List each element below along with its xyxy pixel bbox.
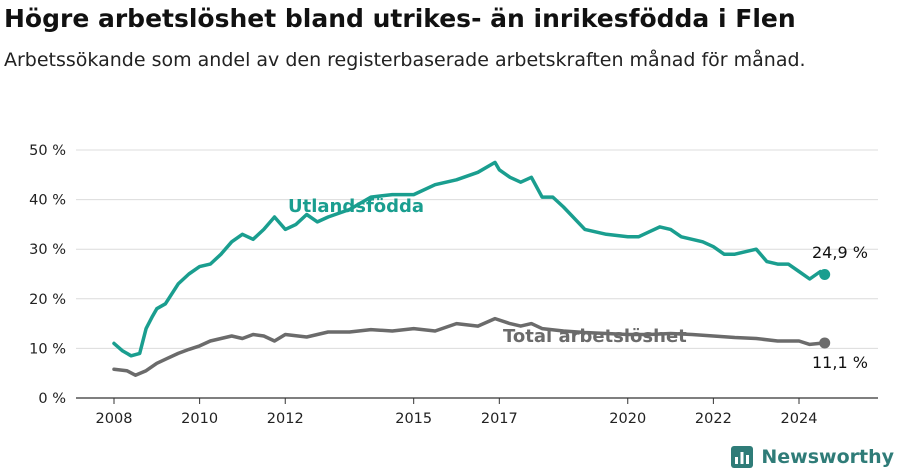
- brand-logo: Newsworthy: [731, 446, 894, 468]
- x-tick-label: 2022: [695, 411, 732, 427]
- y-tick-label: 30 %: [29, 242, 66, 258]
- brand-name: Newsworthy: [761, 446, 894, 468]
- x-tick-label: 2015: [395, 411, 432, 427]
- series-lines: [112, 160, 831, 377]
- y-tick-label: 10 %: [29, 341, 66, 357]
- series-line-total: [112, 316, 827, 377]
- y-tick-label: 0 %: [38, 391, 66, 407]
- x-tick-label: 2008: [96, 411, 133, 427]
- y-tick-label: 20 %: [29, 292, 66, 308]
- end-point-total: [819, 337, 831, 349]
- series-line-utlandsfodda: [112, 160, 827, 358]
- series-label-total: Total arbetslöshet: [503, 326, 687, 347]
- newsworthy-logo-icon: [731, 446, 754, 468]
- y-axis-ticks: 0 % 10 % 20 % 30 % 40 % 50 %: [29, 143, 66, 407]
- x-tick-label: 2017: [481, 411, 518, 427]
- x-tick-label: 2010: [181, 411, 218, 427]
- x-tick-label: 2012: [267, 411, 304, 427]
- end-label-total: 11,1 %: [812, 353, 868, 372]
- chart-title: Högre arbetslöshet bland utrikes- än inr…: [4, 4, 796, 33]
- end-label-utlandsfodda: 24,9 %: [812, 243, 868, 262]
- y-tick-label: 40 %: [29, 193, 66, 209]
- end-point-utlandsfodda: [819, 268, 831, 280]
- grid-lines: [76, 149, 878, 399]
- series-label-utlandsfodda: Utlandsfödda: [288, 196, 424, 217]
- x-tick-label: 2024: [781, 411, 818, 427]
- x-axis-ticks: 2008 2010 2012 2015 2017 2020 2022 2024: [96, 398, 818, 427]
- chart-subtitle: Arbetssökande som andel av den registerb…: [4, 49, 806, 71]
- y-tick-label: 50 %: [29, 143, 66, 159]
- x-tick-label: 2020: [609, 411, 646, 427]
